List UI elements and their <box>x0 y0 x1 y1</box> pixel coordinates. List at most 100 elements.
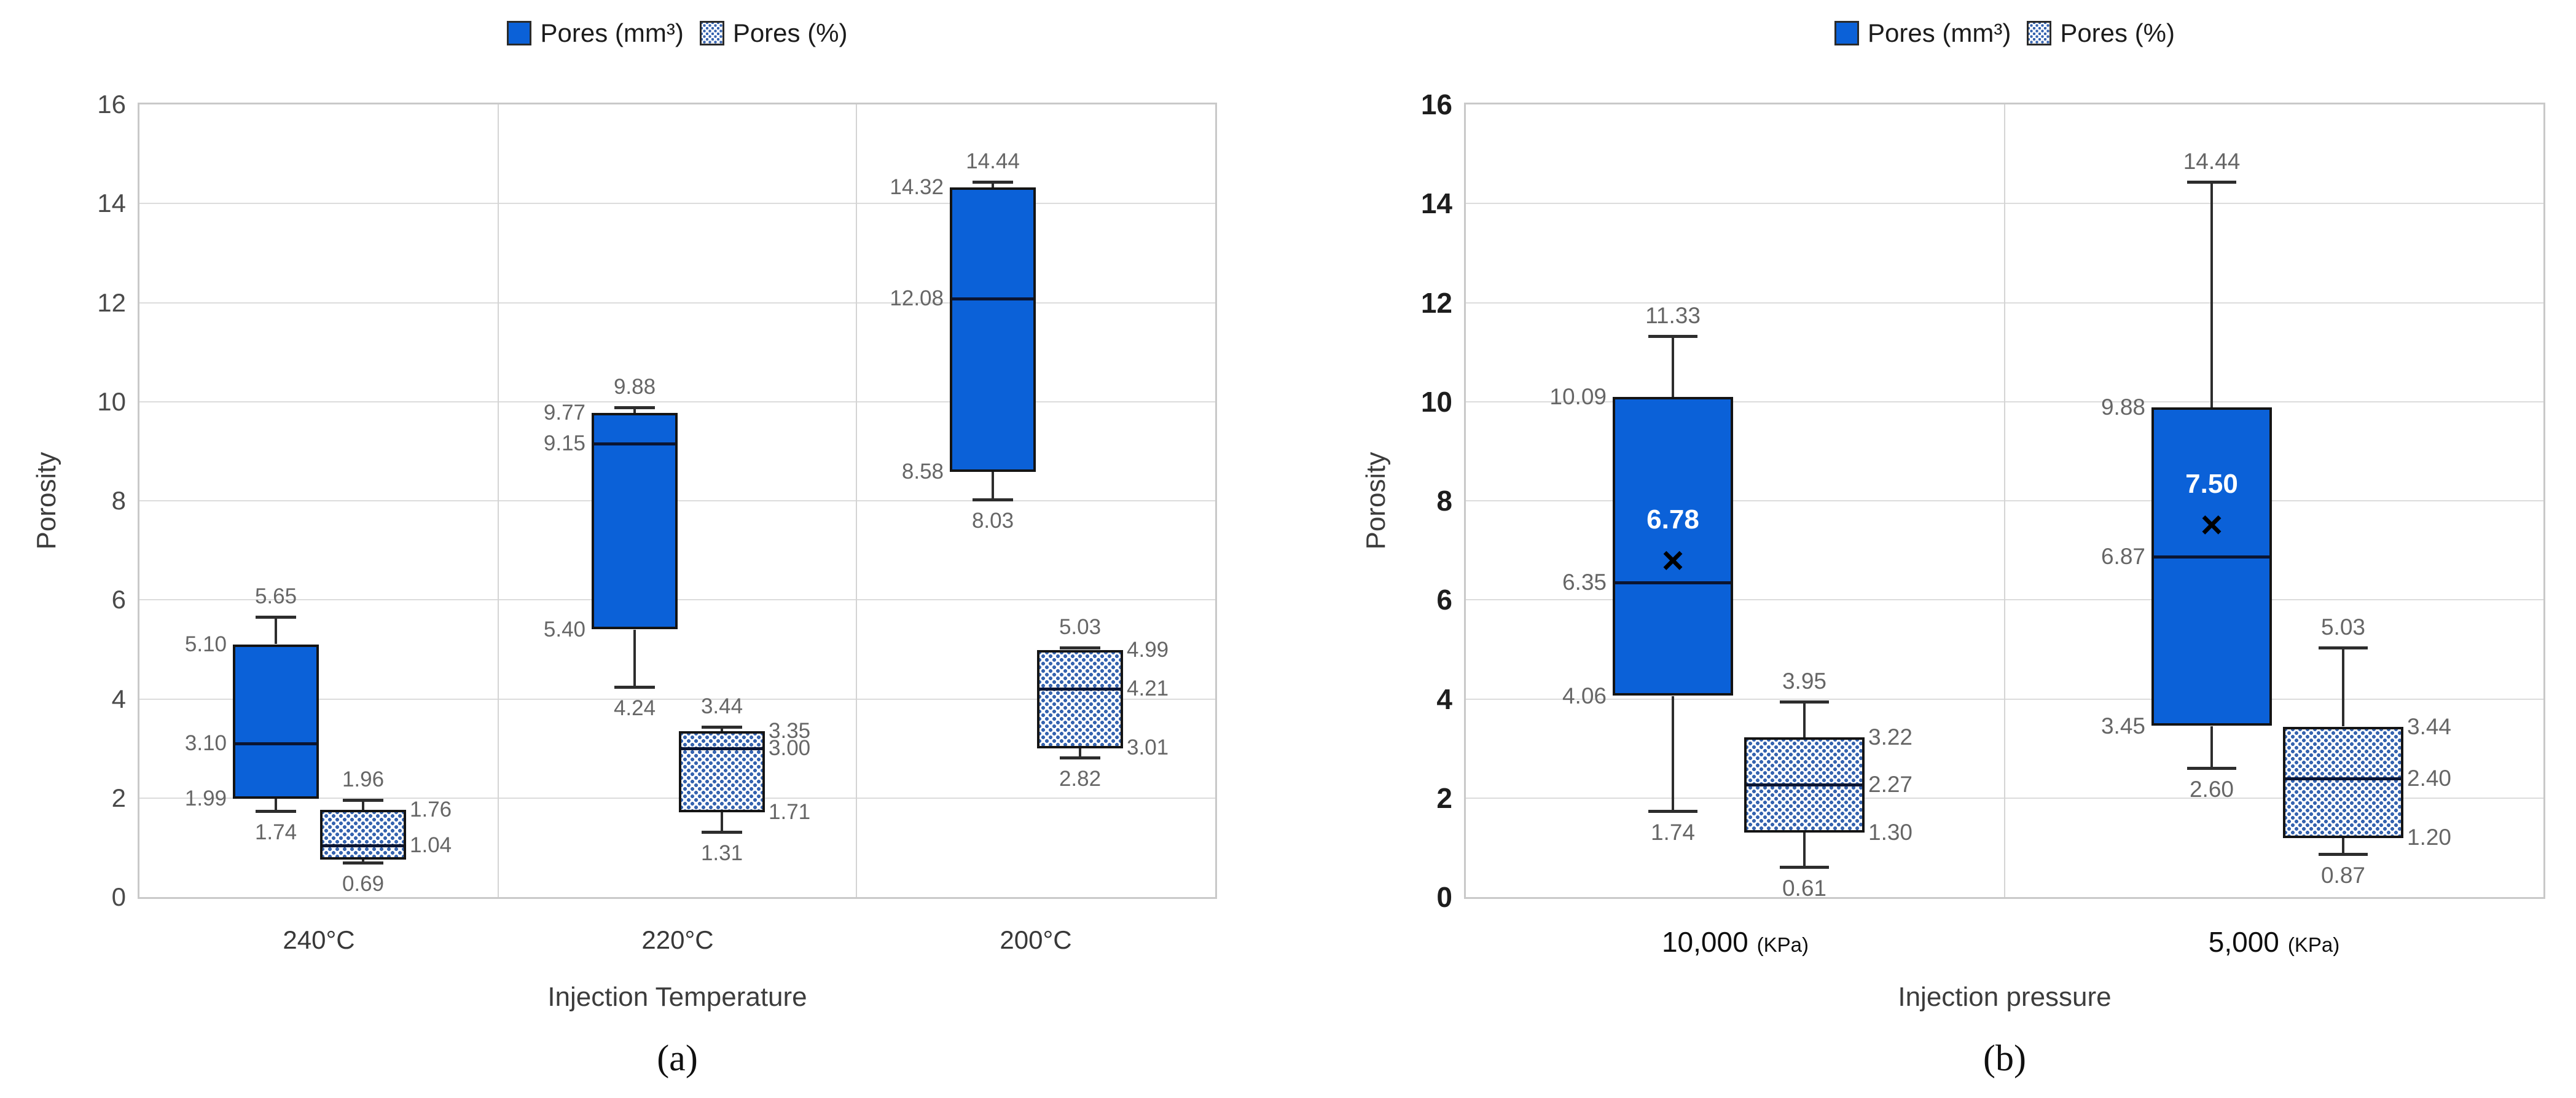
value-label: 14.44 <box>966 149 1020 173</box>
y-tick-label: 16 <box>97 90 126 119</box>
value-label: 5.03 <box>2320 614 2365 640</box>
panel-caption-a: (a) <box>657 1038 698 1078</box>
median-line <box>235 742 316 745</box>
x-tick-label: 10,000 (KPa) <box>1466 925 2005 959</box>
whisker <box>1803 702 1806 738</box>
value-label: 3.01 <box>1127 735 1169 759</box>
value-label: 3.22 <box>1868 724 1913 750</box>
median-line <box>952 297 1033 300</box>
whisker <box>2342 837 2344 854</box>
x-tick-value: 200°C <box>1000 925 1072 954</box>
value-label: 1.74 <box>1650 820 1695 845</box>
legend-item-pores-mm3: Pores (mm³) <box>1834 18 2011 48</box>
whisker-cap <box>1780 700 1829 704</box>
y-tick-label: 0 <box>111 882 126 911</box>
value-label: 0.61 <box>1782 876 1826 901</box>
whisker <box>721 727 723 731</box>
whisker <box>1803 833 1806 867</box>
x-tick-label: 240°C <box>139 925 498 955</box>
whisker-cap <box>1648 810 1697 813</box>
whisker-cap <box>343 861 383 865</box>
whisker-cap <box>614 686 655 689</box>
whisker <box>275 799 277 811</box>
median-line <box>323 844 404 847</box>
value-label: 14.44 <box>2183 149 2241 174</box>
x-tick-value: 5,000 <box>2208 926 2279 958</box>
whisker-cap <box>343 799 383 802</box>
median-line <box>1615 581 1731 584</box>
whisker-cap <box>1060 756 1100 759</box>
whisker <box>2210 726 2213 769</box>
value-label: 6.87 <box>2100 544 2145 569</box>
whisker <box>275 617 277 644</box>
whisker <box>2210 182 2213 408</box>
legend-label-pores-pct: Pores (%) <box>732 18 848 47</box>
value-label: 2.60 <box>2189 777 2234 802</box>
y-tick-label: 0 <box>1436 881 1452 913</box>
mean-marker: × <box>1661 539 1685 582</box>
value-label: 6.35 <box>1562 570 1607 595</box>
gridline <box>139 203 1215 204</box>
value-label: 5.40 <box>543 618 585 641</box>
whisker <box>721 812 723 832</box>
whisker-cap <box>2187 767 2236 770</box>
median-line <box>2154 555 2269 559</box>
box-pores-pct <box>320 810 406 860</box>
legend-swatch-pattern-icon <box>699 21 724 45</box>
whisker-cap <box>1648 335 1697 338</box>
whisker-cap <box>256 810 296 813</box>
panel-caption-b: (b) <box>1983 1038 2026 1078</box>
whisker-cap <box>973 498 1013 501</box>
value-label: 2.40 <box>2407 766 2452 791</box>
y-tick-label: 10 <box>97 387 126 416</box>
value-label: 1.31 <box>700 841 743 865</box>
gridline <box>139 401 1215 402</box>
legend-item-pores-mm3: Pores (mm³) <box>507 18 684 48</box>
whisker-cap <box>1780 866 1829 869</box>
value-label: 1.04 <box>410 833 452 857</box>
whisker <box>1672 336 1674 398</box>
value-label: 8.03 <box>971 509 1014 533</box>
y-tick-label: 2 <box>111 783 126 812</box>
whisker <box>633 407 636 413</box>
whisker-cap <box>1060 646 1100 649</box>
value-label: 10.09 <box>1549 384 1607 409</box>
value-label: 3.35 <box>769 719 811 743</box>
x-tick-value: 10,000 <box>1661 926 1748 958</box>
median-line <box>681 747 762 750</box>
legend-item-pores-pct: Pores (%) <box>699 18 848 48</box>
value-label: 8.58 <box>901 460 944 484</box>
x-tick-label: 5,000 (KPa) <box>2005 925 2543 959</box>
y-tick-label: 12 <box>97 288 126 317</box>
whisker <box>992 472 994 499</box>
value-label: 3.44 <box>700 694 743 718</box>
median-line <box>1747 783 1862 786</box>
mean-label: 6.78 <box>1646 504 1699 535</box>
legend-label-pores-mm3: Pores (mm³) <box>540 18 684 47</box>
value-label: 4.24 <box>613 696 656 720</box>
median-line <box>1039 688 1121 691</box>
y-tick-label: 4 <box>1436 683 1452 715</box>
value-label: 5.65 <box>254 584 297 608</box>
value-label: 3.95 <box>1782 669 1826 694</box>
box-pores-mm3 <box>592 413 678 629</box>
legend-swatch-solid-icon <box>1834 21 1859 45</box>
value-label: 3.44 <box>2407 714 2452 739</box>
median-line <box>594 442 675 445</box>
gridline <box>139 798 1215 799</box>
value-label: 0.87 <box>2320 863 2365 888</box>
value-label: 1.30 <box>1868 820 1913 845</box>
value-label: 1.71 <box>769 800 811 824</box>
value-label: 1.20 <box>2407 825 2452 850</box>
y-axis-title-a: Porosity <box>31 452 61 550</box>
whisker <box>2342 648 2344 726</box>
y-tick-label: 6 <box>111 585 126 614</box>
value-label: 3.10 <box>184 731 227 755</box>
whisker <box>992 182 994 188</box>
gridline <box>139 302 1215 304</box>
value-label: 4.21 <box>1127 676 1169 700</box>
value-label: 5.10 <box>184 632 227 656</box>
x-tick-label: 200°C <box>856 925 1215 955</box>
value-label: 2.27 <box>1868 772 1913 797</box>
